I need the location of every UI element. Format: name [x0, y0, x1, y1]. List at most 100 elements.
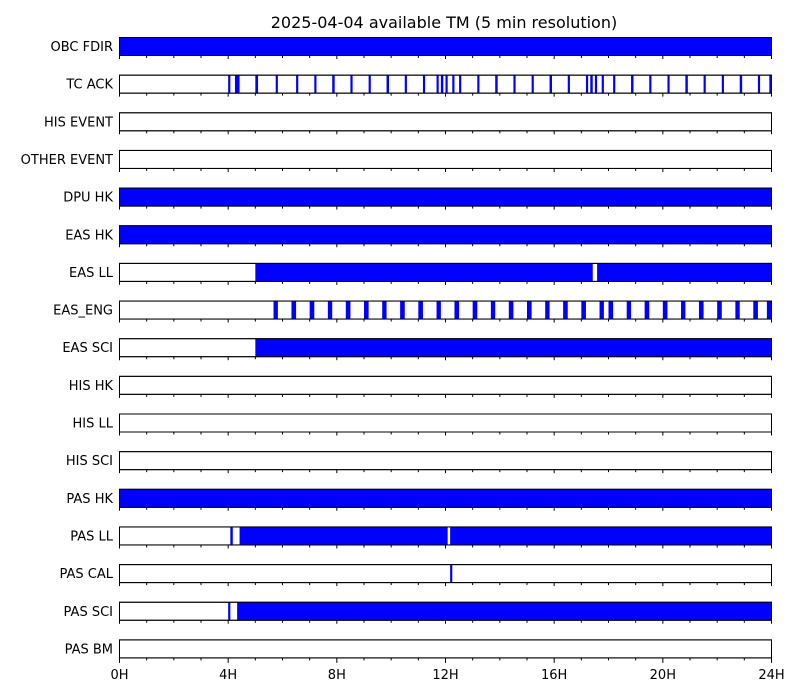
availability-bar [626, 301, 632, 320]
availability-bar [273, 301, 278, 320]
row-eas-ll: EAS LL [69, 262, 772, 285]
x-tick-label: 8H [328, 668, 346, 683]
availability-bar [228, 602, 231, 621]
availability-bar [296, 75, 299, 94]
availability-bar [495, 75, 498, 94]
row-pas-cal: PAS CAL [60, 564, 772, 587]
row-frame [119, 300, 772, 320]
availability-bar [590, 75, 593, 94]
row-pas-bm: PAS BM [65, 639, 772, 663]
availability-bar [350, 75, 353, 94]
row-label: EAS HK [65, 228, 113, 243]
availability-bar [753, 301, 758, 320]
row-ticks [119, 394, 772, 398]
availability-bar [255, 75, 259, 94]
row-label: HIS EVENT [44, 115, 113, 130]
row-eas-hk: EAS HK [65, 225, 772, 248]
availability-bar [631, 75, 634, 94]
availability-bar [454, 301, 460, 320]
availability-bar [649, 75, 652, 94]
row-frame [119, 149, 772, 169]
availability-bar [703, 75, 706, 94]
row-label: PAS SCI [64, 605, 113, 620]
availability-bar [239, 526, 448, 545]
availability-bar [757, 75, 761, 94]
row-eas-eng: EAS_ENG [53, 300, 772, 323]
chart-title: 2025-04-04 available TM (5 min resolutio… [271, 13, 617, 32]
availability-bar [255, 263, 593, 282]
availability-bar [450, 526, 772, 545]
x-tick-label: 20H [650, 668, 676, 683]
availability-bar [119, 225, 772, 244]
availability-bar [386, 75, 389, 94]
row-dpu-hk: DPU HK [63, 187, 772, 210]
availability-bar [404, 75, 407, 94]
availability-bar [436, 301, 441, 320]
row-label: HIS SCI [66, 454, 113, 469]
availability-bar [721, 75, 724, 94]
x-axis: 0H 4H 8H 12H 16H 20H 24H [110, 668, 784, 683]
row-label: PAS BM [65, 642, 113, 657]
row-label: PAS HK [66, 492, 113, 507]
row-ticks [119, 319, 772, 323]
row-ticks [119, 507, 772, 511]
availability-bar [599, 301, 604, 320]
row-ticks [119, 620, 772, 624]
row-tc-ack: TC ACK [65, 74, 772, 97]
availability-bar [613, 75, 616, 94]
availability-bar [345, 301, 351, 320]
row-label: PAS CAL [60, 567, 114, 582]
row-ticks [119, 243, 772, 248]
availability-bar [450, 564, 453, 583]
row-label: OBC FDIR [51, 40, 114, 55]
availability-bar [327, 301, 333, 320]
x-tick-label: 16H [541, 668, 567, 683]
row-frame [119, 639, 772, 659]
availability-bar [508, 301, 514, 320]
availability-bar [698, 301, 704, 320]
row-eas-sci: EAS SCI [62, 338, 772, 361]
x-tick-label: 0H [110, 668, 128, 683]
availability-bar [309, 301, 315, 320]
availability-bar [228, 75, 231, 94]
row-label: EAS_ENG [53, 304, 113, 319]
availability-bar [332, 75, 335, 94]
row-label: HIS LL [73, 417, 114, 432]
row-other-event: OTHER EVENT [21, 149, 772, 172]
availability-bar [585, 75, 589, 94]
row-ticks [119, 55, 772, 59]
row-frame [119, 112, 772, 132]
row-label: OTHER EVENT [21, 153, 113, 168]
row-pas-ll: PAS LL [70, 526, 772, 549]
availability-bar [382, 301, 387, 320]
row-pas-sci: PAS SCI [64, 601, 772, 624]
availability-bar [567, 75, 570, 94]
availability-bar [314, 75, 317, 94]
availability-bar [644, 301, 650, 320]
availability-bar [769, 75, 772, 94]
row-his-hk: HIS HK [69, 375, 772, 398]
availability-bar [685, 75, 688, 94]
availability-bar [230, 526, 233, 545]
row-label: EAS LL [69, 266, 114, 281]
row-ticks [119, 582, 772, 587]
row-frame [119, 375, 772, 395]
availability-bar [445, 75, 448, 94]
availability-bar [119, 188, 772, 207]
row-his-event: HIS EVENT [44, 112, 772, 135]
availability-bar [563, 301, 568, 320]
row-his-sci: HIS SCI [66, 451, 772, 474]
row-ticks [119, 281, 772, 285]
row-obc-fdir: OBC FDIR [51, 37, 772, 59]
row-ticks [119, 130, 772, 135]
row-label: EAS SCI [62, 341, 113, 356]
x-tick-label: 12H [432, 668, 458, 683]
availability-bar [766, 301, 772, 320]
row-ticks [119, 544, 772, 549]
availability-bar [275, 75, 278, 94]
availability-bar [436, 75, 439, 94]
availability-bar [717, 301, 722, 320]
availability-bar [527, 301, 532, 320]
x-tick-label: 24H [758, 668, 784, 683]
